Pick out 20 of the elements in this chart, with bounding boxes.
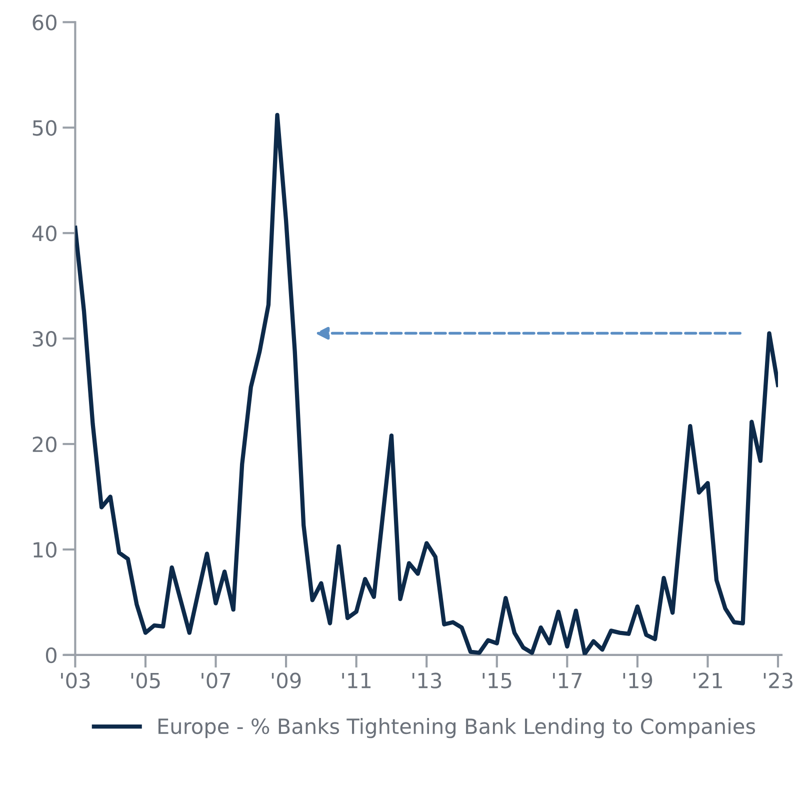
x-tick-label: '21 bbox=[694, 672, 722, 688]
x-tick-label: '03 bbox=[61, 672, 90, 688]
y-tick-label: 60 bbox=[32, 14, 56, 30]
y-tick-label: 40 bbox=[32, 226, 56, 242]
y-tick-label: 20 bbox=[32, 436, 56, 452]
x-tick-label: '05 bbox=[131, 672, 160, 688]
y-tick-label: 10 bbox=[34, 542, 56, 558]
line-series bbox=[75, 112, 778, 655]
x-tick-label: '11 bbox=[342, 672, 371, 688]
x-tick-label: '19 bbox=[623, 672, 652, 688]
y-tick-label: 50 bbox=[32, 120, 56, 136]
x-tick-label: '07 bbox=[202, 672, 230, 688]
x-tick-label: '13 bbox=[412, 672, 442, 688]
x-tick-label: '15 bbox=[482, 672, 512, 688]
x-tick-label: '09 bbox=[272, 672, 301, 688]
x-tick-label: '17 bbox=[553, 672, 582, 688]
legend-label: Europe - % Banks Tightening Bank Lending to Companies bbox=[158, 718, 756, 738]
y-tick-label: 30 bbox=[32, 331, 56, 347]
y-tick-label: 0 bbox=[46, 647, 56, 664]
x-tick-label: '23 bbox=[764, 672, 792, 688]
